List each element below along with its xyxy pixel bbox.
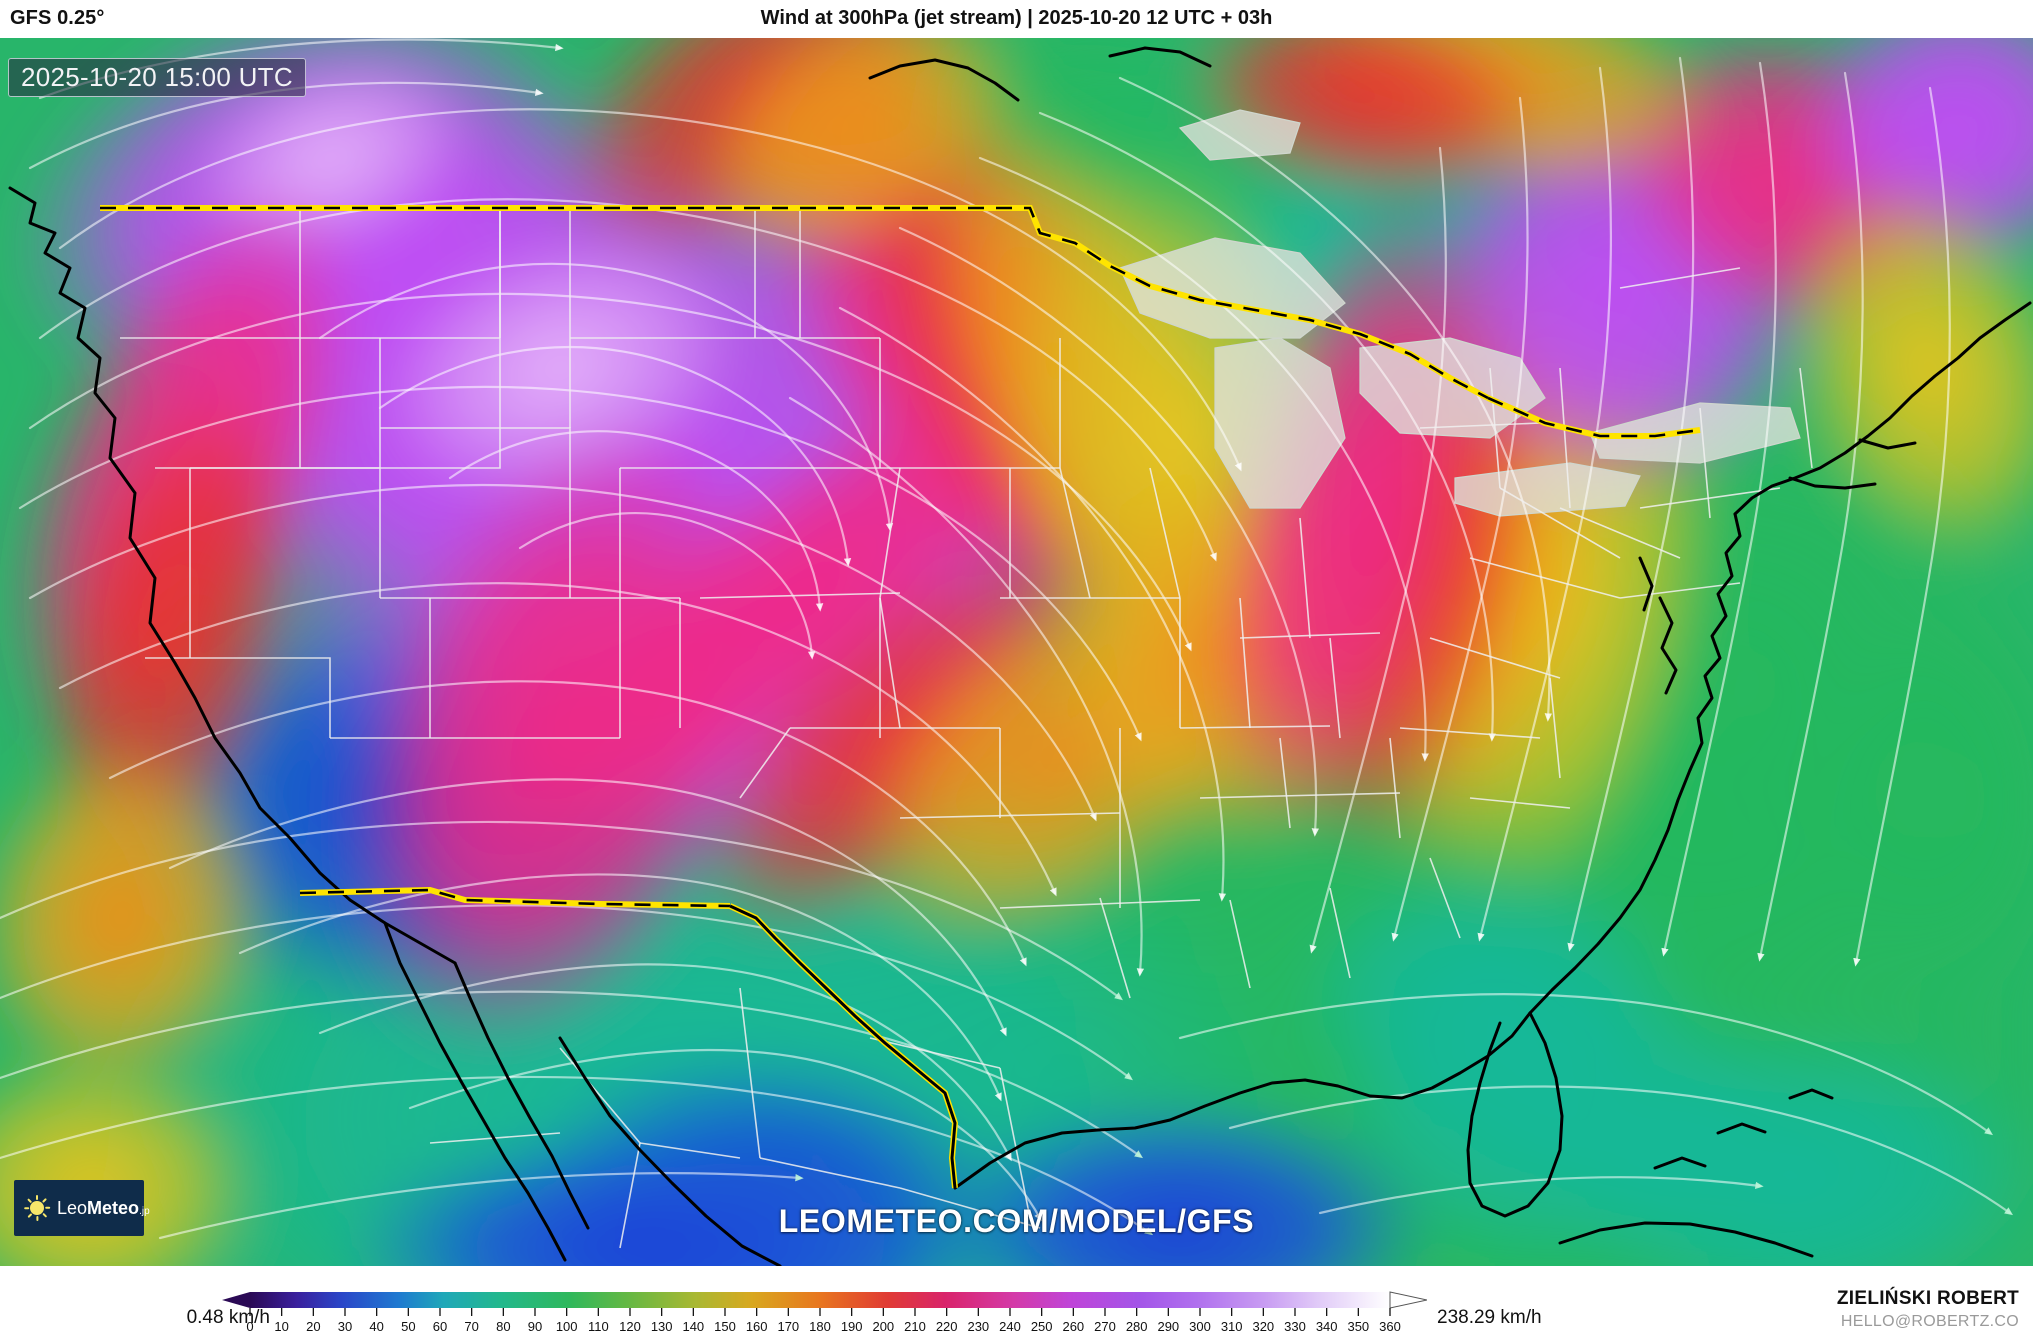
svg-text:300: 300 xyxy=(1189,1319,1211,1334)
colorbar-min-extension xyxy=(222,1292,250,1308)
logo-tld: .jp xyxy=(139,1206,150,1217)
colorbar-max-label: 238.29 km/h xyxy=(1437,1307,1542,1328)
page-title: Wind at 300hPa (jet stream) | 2025-10-20… xyxy=(760,7,1273,29)
svg-text:260: 260 xyxy=(1062,1319,1084,1334)
svg-text:180: 180 xyxy=(809,1319,831,1334)
national-borders-layer xyxy=(100,205,1701,1189)
timestamp-badge: 2025-10-20 15:00 UTC xyxy=(8,58,306,97)
author-name: ZIELIŃSKI ROBERT xyxy=(1836,1288,2019,1309)
leometeo-logo[interactable]: LeoMeteo.jp xyxy=(14,1180,150,1236)
svg-text:280: 280 xyxy=(1126,1319,1148,1334)
logo-wordmark: LeoMeteo.jp xyxy=(57,1199,150,1217)
svg-text:10: 10 xyxy=(274,1319,288,1334)
svg-text:190: 190 xyxy=(841,1319,863,1334)
streamlines-layer xyxy=(0,38,2014,1240)
colorbar-svg: 0 10 20 30 40 50 60 70 80 90 100 110 120 130 140 150 160… xyxy=(222,1291,1427,1334)
svg-text:210: 210 xyxy=(904,1319,926,1334)
svg-text:100: 100 xyxy=(556,1319,578,1334)
credit-block: ZIELIŃSKI ROBERT HELLO@ROBERTZ.CO xyxy=(1837,1288,2019,1331)
logo-meteo: Meteo xyxy=(87,1198,140,1218)
wind-field-canvas xyxy=(0,38,2033,1266)
colorbar[interactable]: 0 10 20 30 40 50 60 70 80 90 100 110 120 130 140 150 160… xyxy=(222,1290,1427,1336)
svg-text:330: 330 xyxy=(1284,1319,1306,1334)
svg-text:80: 80 xyxy=(496,1319,510,1334)
colorbar-min-label: 0.48 km/h xyxy=(186,1307,270,1328)
svg-text:350: 350 xyxy=(1347,1319,1369,1334)
svg-text:60: 60 xyxy=(433,1319,447,1334)
svg-text:110: 110 xyxy=(588,1319,609,1334)
state-borders-layer xyxy=(100,207,1813,1249)
svg-text:0: 0 xyxy=(246,1319,253,1334)
colorbar-gradient xyxy=(250,1292,1390,1308)
svg-text:150: 150 xyxy=(714,1319,736,1334)
svg-text:340: 340 xyxy=(1316,1319,1338,1334)
svg-text:130: 130 xyxy=(651,1319,673,1334)
svg-text:90: 90 xyxy=(528,1319,542,1334)
logo-leo: Leo xyxy=(57,1198,88,1218)
svg-text:160: 160 xyxy=(746,1319,768,1334)
svg-text:320: 320 xyxy=(1252,1319,1274,1334)
svg-text:230: 230 xyxy=(967,1319,989,1334)
header-bar: GFS 0.25° Wind at 300hPa (jet stream) | … xyxy=(0,0,2033,38)
wind-speed-field xyxy=(0,38,2033,1266)
sun-icon xyxy=(24,1195,51,1221)
svg-text:220: 220 xyxy=(936,1319,958,1334)
colorbar-tick-labels: 0 10 20 30 40 50 60 70 80 90 100 110 120 130 140 150 160… xyxy=(246,1319,1400,1334)
svg-text:140: 140 xyxy=(682,1319,704,1334)
coastline-layer xyxy=(8,46,2032,1266)
svg-text:50: 50 xyxy=(401,1319,415,1334)
svg-text:40: 40 xyxy=(369,1319,383,1334)
svg-text:310: 310 xyxy=(1221,1319,1243,1334)
svg-text:20: 20 xyxy=(306,1319,320,1334)
model-label: GFS 0.25° xyxy=(10,7,105,29)
colorbar-ticks xyxy=(249,1308,1391,1316)
colorbar-max-extension xyxy=(1389,1291,1427,1309)
svg-text:120: 120 xyxy=(619,1319,641,1334)
svg-text:70: 70 xyxy=(464,1319,478,1334)
svg-text:200: 200 xyxy=(872,1319,894,1334)
svg-text:360: 360 xyxy=(1379,1319,1401,1334)
svg-text:30: 30 xyxy=(338,1319,352,1334)
svg-text:240: 240 xyxy=(999,1319,1021,1334)
svg-text:170: 170 xyxy=(777,1319,799,1334)
author-email: HELLO@ROBERTZ.CO xyxy=(1840,1313,2019,1330)
svg-text:290: 290 xyxy=(1157,1319,1179,1334)
weather-map[interactable] xyxy=(0,38,2033,1266)
svg-text:270: 270 xyxy=(1094,1319,1116,1334)
svg-text:250: 250 xyxy=(1031,1319,1053,1334)
